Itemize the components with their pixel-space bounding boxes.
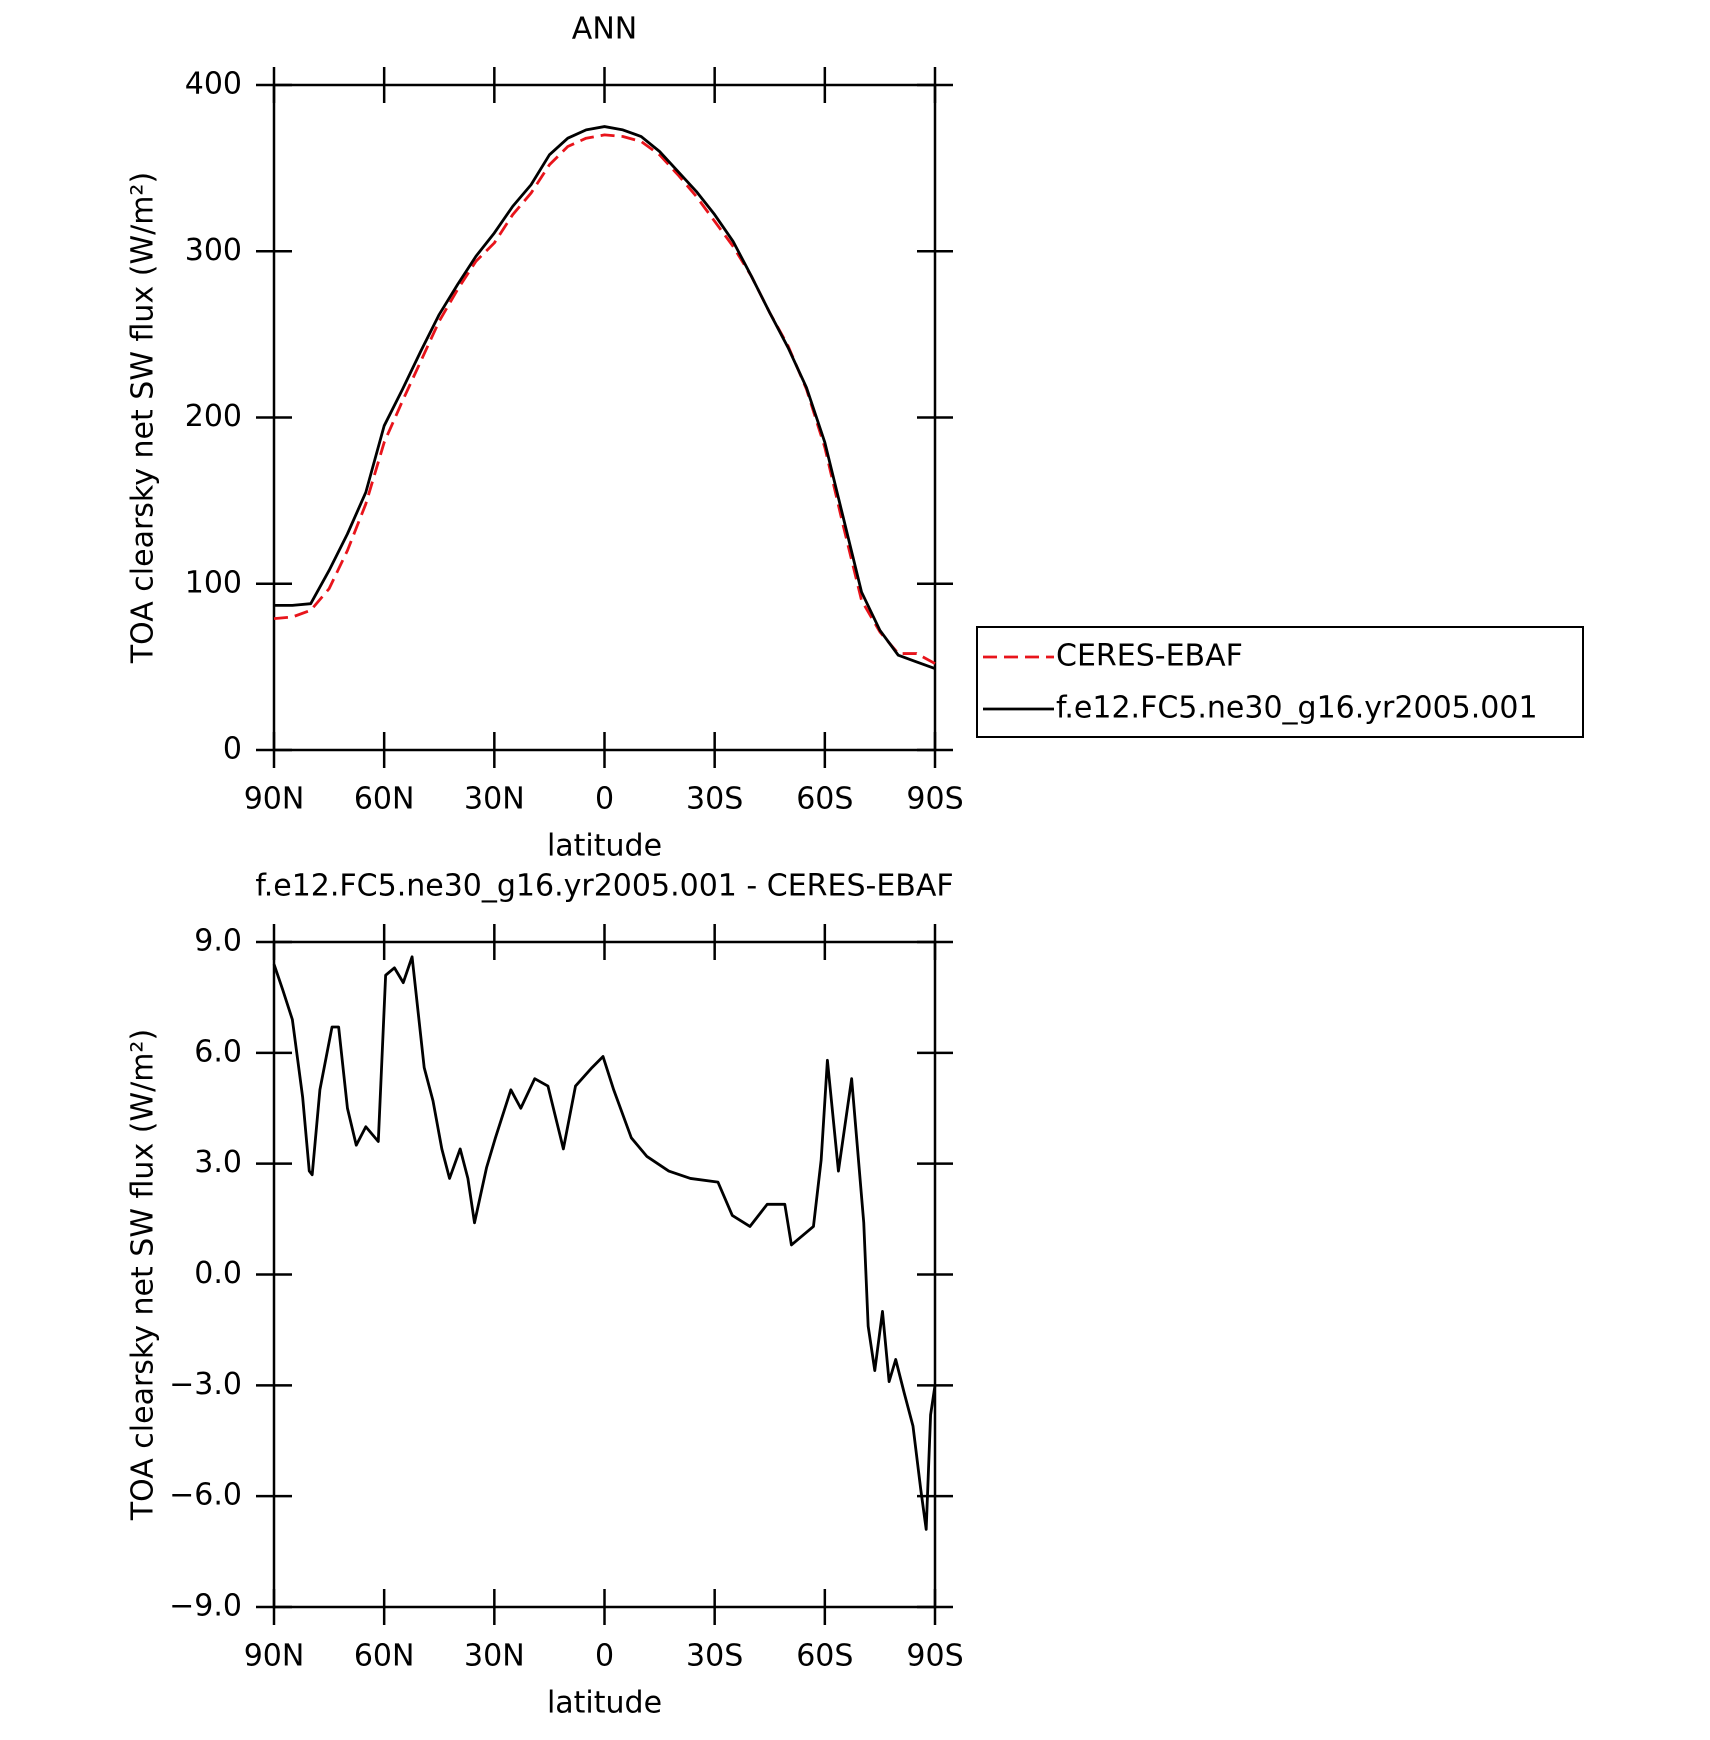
x-axis-label: latitude (547, 1686, 662, 1721)
data-line (272, 955, 937, 1531)
y-tick-label: 400 (185, 67, 242, 102)
y-tick-label: −9.0 (169, 1589, 242, 1624)
data-line (273, 133, 936, 665)
x-tick-label: 90S (906, 1639, 963, 1674)
y-axis-label: TOA clearsky net SW flux (W/m²) (126, 172, 161, 664)
y-tick-label: 3.0 (194, 1145, 242, 1180)
x-tick-label: 30N (464, 1639, 525, 1674)
x-tick-label: 60S (796, 1639, 853, 1674)
y-axis-label: TOA clearsky net SW flux (W/m²) (126, 1029, 161, 1521)
x-tick-label: 0 (595, 782, 614, 817)
data-line (274, 125, 936, 670)
x-tick-label: 90N (244, 1639, 305, 1674)
y-tick-label: 6.0 (194, 1034, 242, 1069)
y-tick-label: 100 (185, 565, 242, 600)
y-tick-label: −3.0 (169, 1367, 242, 1402)
chart-title: ANN (572, 12, 637, 47)
legend-box (976, 626, 1584, 738)
plot-frame (272, 940, 937, 1609)
y-tick-label: 300 (185, 233, 242, 268)
x-tick-label: 60N (354, 782, 415, 817)
chart-title: f.e12.FC5.ne30_g16.yr2005.001 - CERES-EB… (255, 869, 953, 904)
y-tick-label: 0.0 (194, 1256, 242, 1291)
x-tick-label: 90N (244, 782, 305, 817)
x-axis-label: latitude (547, 829, 662, 864)
x-tick-label: 90S (906, 782, 963, 817)
x-tick-label: 30S (686, 782, 743, 817)
x-tick-label: 60S (796, 782, 853, 817)
x-tick-label: 0 (595, 1639, 614, 1674)
y-tick-label: 200 (185, 399, 242, 434)
x-tick-label: 30S (686, 1639, 743, 1674)
legend-label: CERES-EBAF (1056, 639, 1243, 674)
y-tick-label: 0 (223, 732, 242, 767)
legend-label: f.e12.FC5.ne30_g16.yr2005.001 (1056, 691, 1538, 726)
plot-frame (272, 83, 937, 752)
x-tick-label: 60N (354, 1639, 415, 1674)
x-tick-label: 30N (464, 782, 525, 817)
y-tick-label: −6.0 (169, 1478, 242, 1513)
y-tick-label: 9.0 (194, 924, 242, 959)
